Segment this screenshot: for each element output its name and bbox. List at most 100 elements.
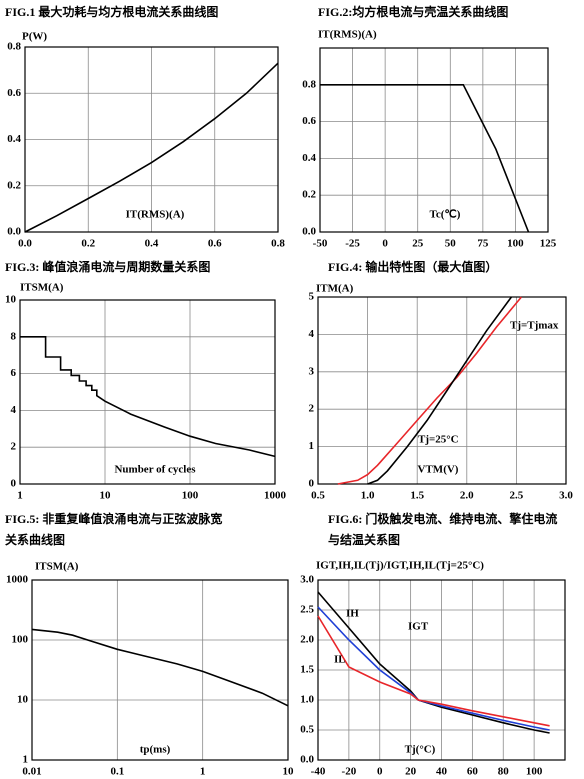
- x-tick-label: 1: [200, 766, 206, 778]
- x-tick-label: 100: [182, 490, 199, 502]
- plot-area: [20, 300, 275, 484]
- y-tick-label: 0.2: [302, 189, 316, 201]
- y-tick-label: 5: [309, 291, 315, 303]
- x-tick-label: 0: [377, 766, 383, 778]
- series-line: [337, 296, 523, 485]
- x-tick-label: 2.5: [510, 490, 524, 502]
- y-tick-label: 0.8: [7, 41, 21, 53]
- x-tick-label: 60: [467, 766, 479, 778]
- plot-frame: [24, 46, 279, 233]
- x-tick-label: 75: [477, 238, 489, 250]
- x-axis-label: tp(ms): [140, 744, 171, 756]
- x-tick-label: 25: [412, 238, 424, 250]
- y-tick-label: 6: [11, 367, 17, 379]
- x-tick-label: 0: [382, 238, 388, 250]
- y-tick-label: 1: [23, 754, 29, 766]
- x-axis-label: IT(RMS)(A): [126, 209, 185, 221]
- y-tick-label: 0.0: [302, 226, 316, 238]
- y-tick-label: 0.2: [7, 179, 21, 191]
- y-axis-label: ITSM(A): [20, 282, 64, 294]
- y-axis-label: P(W): [22, 31, 47, 43]
- y-tick-label: 0.8: [302, 78, 316, 90]
- x-tick-label: 40: [436, 766, 448, 778]
- series-line: [20, 336, 276, 458]
- chart-title: FIG.2:均方根电流与壳温关系曲线图: [318, 4, 508, 19]
- x-tick-label: 125: [540, 238, 557, 250]
- x-tick-label: 2.0: [460, 490, 474, 502]
- y-tick-label: 0: [309, 478, 315, 490]
- series-line: [317, 615, 550, 727]
- x-tick-label: 1000: [264, 490, 287, 502]
- chart-title: 关系曲线图: [5, 532, 65, 547]
- x-axis-label: VTM(V): [418, 464, 459, 476]
- x-tick-label: 3.0: [559, 490, 573, 502]
- series-line: [317, 606, 550, 731]
- x-tick-label: 80: [498, 766, 510, 778]
- plot-frame: [317, 296, 567, 485]
- x-tick-label: 0.4: [145, 238, 159, 250]
- plot-area: [318, 297, 566, 484]
- series-label: Tj=Tjmax: [510, 320, 559, 332]
- x-tick-label: -50: [313, 238, 328, 250]
- chart-title: FIG.1 最大功耗与均方根电流关系曲线图: [5, 4, 218, 19]
- plot-frame: [19, 299, 276, 485]
- y-tick-label: 0.0: [7, 226, 21, 238]
- y-tick-label: 3.0: [300, 574, 314, 586]
- series-line: [31, 628, 289, 707]
- x-tick-label: 0.0: [18, 238, 32, 250]
- y-tick-label: 10: [5, 294, 17, 306]
- x-tick-label: 0.5: [311, 490, 325, 502]
- x-tick-label: 100: [507, 238, 524, 250]
- y-axis-label: ITSM(A): [35, 561, 79, 573]
- y-tick-label: 0.5: [300, 724, 314, 736]
- plot-area: [32, 580, 288, 760]
- plot-frame: [31, 579, 289, 761]
- y-tick-label: 8: [11, 330, 17, 342]
- series-label: IH: [346, 608, 359, 620]
- x-tick-label: 0.1: [110, 766, 124, 778]
- x-tick-label: 20: [405, 766, 417, 778]
- y-tick-label: 2: [309, 403, 315, 415]
- y-axis-label: ITM(A): [316, 283, 354, 295]
- series-label: IL: [334, 654, 346, 666]
- y-tick-label: 0.6: [302, 115, 316, 127]
- series-line: [367, 296, 513, 485]
- chart-title: FIG.3: 峰值浪涌电流与周期数量关系图: [5, 259, 210, 274]
- chart-title: FIG.5: 非重复峰值浪涌电流与正弦波脉宽: [5, 511, 222, 526]
- y-tick-label: 3: [309, 365, 315, 377]
- x-tick-label: 50: [445, 238, 457, 250]
- x-tick-label: 100: [526, 766, 543, 778]
- y-tick-label: 100: [12, 634, 29, 646]
- x-axis-label: Tc(℃): [430, 209, 461, 221]
- y-tick-label: 1.0: [300, 694, 314, 706]
- series-label: IGT: [408, 621, 429, 633]
- y-axis-label: IGT,IH,IL(Tj)/IGT,IH,IL(Tj=25°C): [316, 560, 484, 572]
- y-axis-label: IT(RMS)(A): [318, 29, 377, 41]
- plot-area: [320, 48, 548, 232]
- y-tick-label: 4: [11, 404, 17, 416]
- chart-title: FIG.6: 门极触发电流、维持电流、擎住电流: [328, 511, 557, 526]
- y-tick-label: 0.4: [302, 152, 316, 164]
- y-tick-label: 1000: [6, 574, 29, 586]
- x-axis-label: Number of cycles: [114, 464, 196, 476]
- y-tick-label: 1: [309, 440, 315, 452]
- y-tick-label: 4: [309, 328, 315, 340]
- x-tick-label: 1.0: [361, 490, 375, 502]
- x-tick-label: 1.5: [410, 490, 424, 502]
- x-tick-label: 0.01: [22, 766, 41, 778]
- series-line: [24, 62, 279, 233]
- y-tick-label: 2.0: [300, 634, 314, 646]
- x-tick-label: 10: [283, 766, 295, 778]
- series-line: [320, 84, 530, 233]
- y-tick-label: 0.4: [7, 133, 21, 145]
- y-tick-label: 2: [11, 441, 17, 453]
- plot-frame: [317, 579, 566, 761]
- y-tick-label: 10: [17, 694, 29, 706]
- x-tick-label: 10: [100, 490, 112, 502]
- x-tick-label: -40: [311, 766, 326, 778]
- plot-frame: [319, 47, 549, 233]
- chart-title: FIG.4: 输出特性图（最大值图）: [328, 259, 497, 274]
- x-tick-label: 0.2: [81, 238, 95, 250]
- y-tick-label: 0: [11, 478, 17, 490]
